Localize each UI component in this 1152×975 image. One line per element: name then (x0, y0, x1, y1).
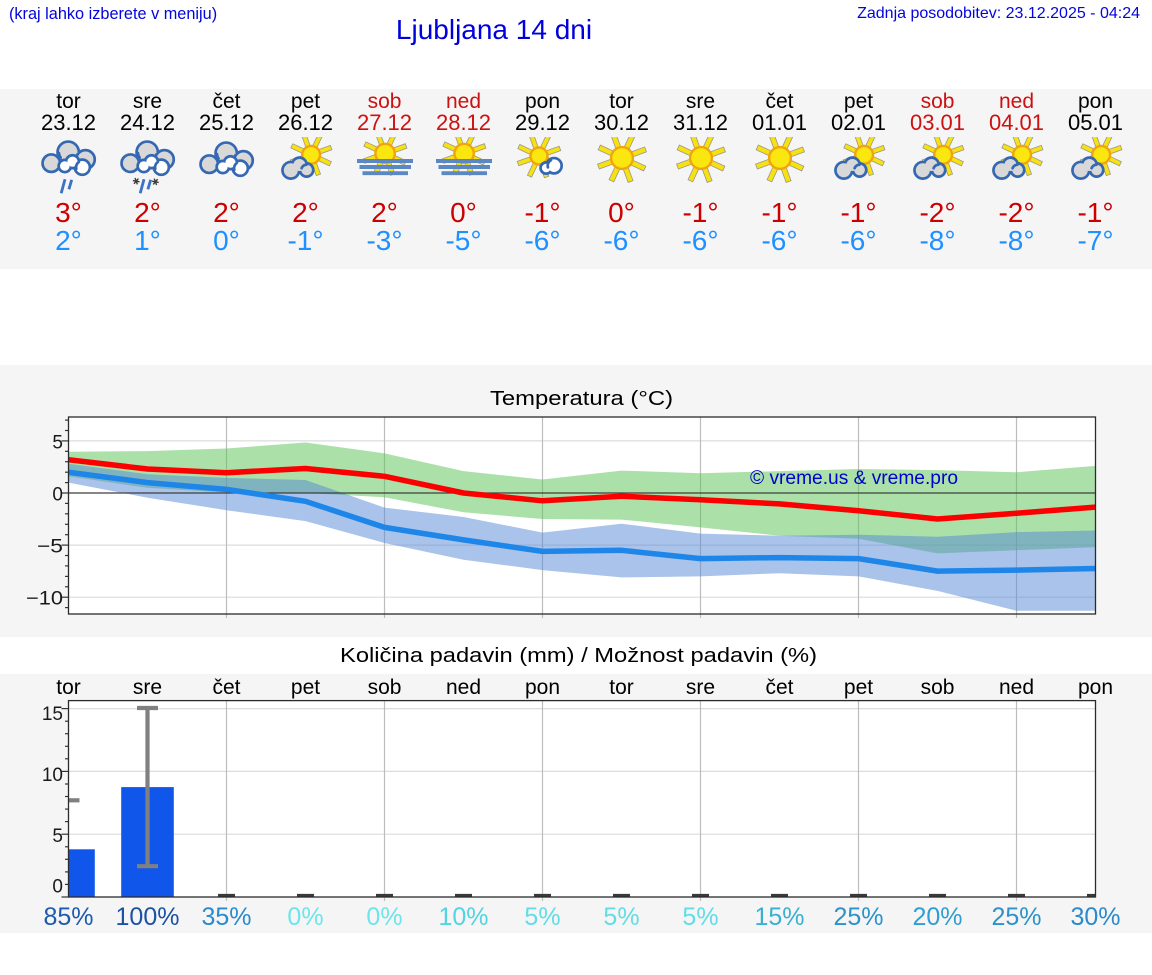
svg-text:5: 5 (52, 432, 63, 453)
svg-text:10: 10 (42, 765, 63, 786)
svg-text:15: 15 (42, 704, 63, 725)
svg-text:sre: sre (133, 676, 162, 699)
svg-text:ned: ned (999, 676, 1034, 699)
svg-text:5: 5 (52, 826, 63, 847)
svg-text:čet: čet (765, 676, 793, 699)
svg-text:0: 0 (52, 485, 63, 506)
svg-text:sob: sob (368, 676, 402, 699)
svg-text:čet: čet (212, 676, 240, 699)
svg-text:−10: −10 (26, 589, 63, 610)
svg-text:Količina padavin (mm) / Možnos: Količina padavin (mm) / Možnost padavin … (340, 645, 817, 667)
svg-text:pon: pon (1078, 676, 1113, 699)
svg-text:© vreme.us & vreme.pro: © vreme.us & vreme.pro (750, 468, 958, 489)
svg-text:tor: tor (609, 676, 634, 699)
svg-text:−5: −5 (37, 537, 63, 558)
svg-text:sob: sob (921, 676, 955, 699)
svg-text:pet: pet (291, 676, 320, 699)
svg-text:pon: pon (525, 676, 560, 699)
svg-text:tor: tor (56, 676, 81, 699)
svg-text:sre: sre (686, 676, 715, 699)
svg-text:Temperatura (°C): Temperatura (°C) (490, 388, 673, 410)
svg-text:0: 0 (52, 877, 63, 898)
svg-text:ned: ned (446, 676, 481, 699)
svg-text:pet: pet (844, 676, 873, 699)
